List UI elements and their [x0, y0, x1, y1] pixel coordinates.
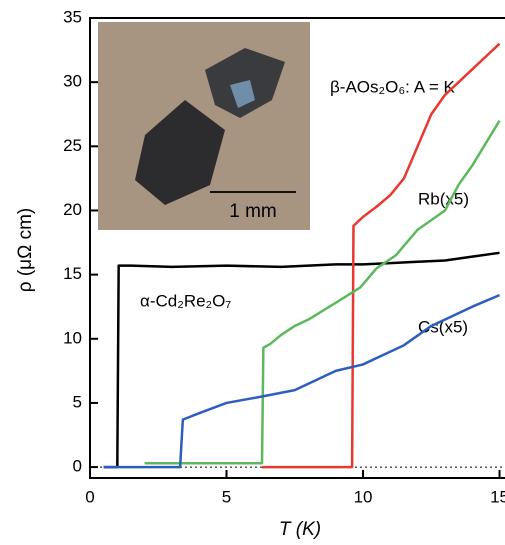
x-tick-label: 10 [354, 487, 373, 506]
y-tick-label: 30 [63, 72, 82, 91]
y-tick-label: 25 [63, 136, 82, 155]
axis-frame [89, 17, 505, 479]
y-tick-label: 35 [63, 7, 82, 26]
series-line [103, 294, 501, 469]
y-axis-label: ρ (μΩ cm) [15, 208, 36, 293]
x-axis-label: T (K) [279, 519, 321, 540]
annotation: α-Cd₂Re₂O₇ [140, 291, 231, 310]
y-tick-label: 10 [63, 328, 82, 347]
x-tick-label: 5 [222, 487, 231, 506]
series-line [144, 120, 501, 465]
inset-photo: 1 mm [98, 22, 310, 230]
y-tick-label: 20 [63, 200, 82, 219]
series-line [103, 251, 500, 469]
y-tick-label: 5 [73, 392, 82, 411]
annotation: β-AOs₂O₆: A = K [330, 77, 455, 96]
y-tick-label: 15 [63, 264, 82, 283]
annotation: Cs(x5) [418, 317, 468, 336]
x-tick-label: 15 [490, 487, 505, 506]
annotation: Rb(x5) [418, 189, 469, 208]
y-tick-label: 0 [73, 457, 82, 476]
x-tick-label: 0 [85, 487, 94, 506]
series-line [262, 42, 501, 469]
scale-label: 1 mm [229, 201, 277, 222]
